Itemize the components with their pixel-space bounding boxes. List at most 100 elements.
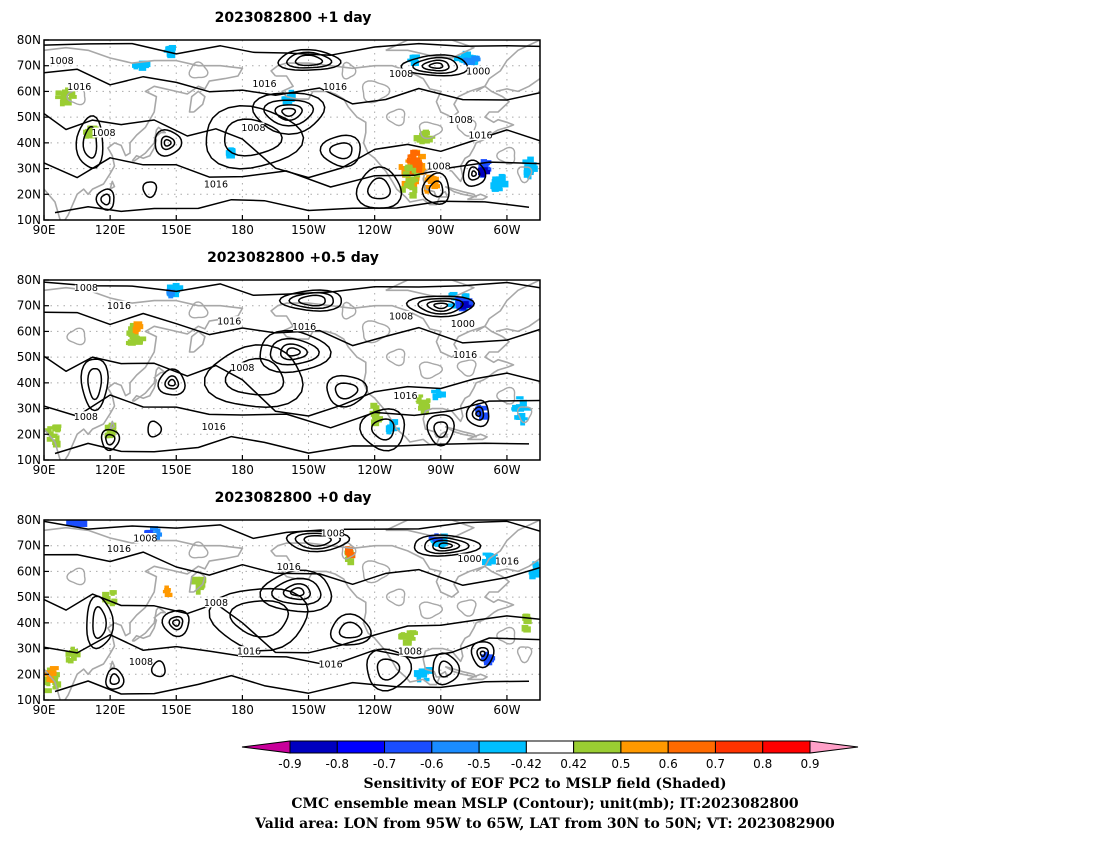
y-tick-label: 40N [17, 136, 41, 150]
lake-outline [516, 166, 533, 184]
contour-label: 1016 [252, 79, 276, 90]
pressure-contours [44, 281, 540, 455]
contour-label-bg [447, 510, 469, 520]
y-tick-label: 80N [17, 513, 41, 527]
shade-cell [529, 165, 538, 172]
isobar [405, 295, 476, 318]
isobar [278, 289, 343, 312]
shade-cell [501, 180, 509, 188]
shade-cell [432, 184, 441, 189]
shade-cell [70, 646, 75, 654]
coastline [467, 673, 488, 681]
shade-cell [491, 179, 499, 183]
colorbar-swatch [573, 740, 622, 754]
shade-cell [533, 573, 540, 578]
shade-cell [409, 630, 417, 634]
x-tick-label: 90W [427, 463, 454, 477]
x-tick-label: 120W [357, 703, 392, 717]
shade-cell [52, 424, 62, 432]
shade-cell [164, 585, 169, 591]
coastline [188, 570, 206, 593]
shade-cell [399, 186, 406, 193]
lake-outline [456, 599, 477, 617]
contour-label: 1008 [204, 598, 228, 609]
shade-cell [460, 304, 466, 309]
shade-cell [418, 394, 424, 398]
contour-label: 1008 [133, 534, 157, 545]
shade-cell [463, 298, 473, 303]
coastline [475, 280, 540, 333]
shade-cell [421, 404, 431, 411]
colorbar-tick-label: -0.42 [511, 757, 542, 771]
colorbar-tick-label: 0.7 [706, 757, 725, 771]
shade-cell [49, 672, 57, 676]
shade-cell [413, 161, 423, 167]
x-tick-label: 60W [493, 463, 520, 477]
x-tick-label: 120W [357, 223, 392, 237]
shade-cell [403, 182, 412, 188]
shade-cell [500, 174, 506, 181]
shade-cell [400, 165, 408, 170]
shade-cell [129, 335, 136, 340]
coastline [188, 90, 206, 113]
isobar [271, 577, 322, 606]
isobar [282, 583, 312, 601]
isobar [366, 177, 392, 200]
shade-cell [407, 184, 415, 190]
panel-title: 2023082800 +0.5 day [207, 250, 379, 266]
caption-line-1: Sensitivity of EOF PC2 to MSLP field (Sh… [363, 776, 727, 792]
coastline [475, 40, 540, 93]
shade-cell [104, 424, 109, 432]
isobar [154, 129, 183, 157]
shade-cell [524, 617, 532, 625]
shade-cell [290, 96, 295, 103]
shade-cell [481, 654, 491, 660]
y-tick-label: 80N [17, 273, 41, 287]
shade-cell [374, 416, 384, 421]
isobar [277, 48, 342, 72]
shade-cell [420, 669, 428, 676]
isobar [44, 551, 540, 587]
shade-cell [411, 157, 420, 162]
contour-label-bg [458, 553, 481, 564]
x-tick-label: 60W [493, 223, 520, 237]
lake-outline [341, 301, 357, 320]
contour-label-bg [202, 421, 225, 432]
shade-cell [44, 676, 48, 682]
shade-cell [422, 129, 430, 135]
isobar [467, 166, 481, 181]
colorbar-tick-label: -0.9 [278, 757, 301, 771]
shade-cell [387, 424, 396, 428]
isobar [168, 615, 184, 631]
colorbar-tick-label: 0.6 [659, 757, 678, 771]
lake-outline [341, 61, 357, 80]
coastline [270, 302, 515, 446]
coastline [495, 557, 540, 573]
isobar [286, 347, 301, 357]
contour-label-bg [204, 179, 227, 189]
shade-cell [155, 533, 161, 541]
shade-cell [398, 164, 403, 170]
shade-cell [284, 99, 293, 104]
coastline [495, 77, 540, 93]
isobar [421, 172, 450, 206]
shade-cell [407, 154, 412, 158]
shade-cell [413, 135, 423, 142]
colorbar-swatch [762, 740, 811, 754]
colorbar-tick-label: -0.8 [326, 757, 349, 771]
x-tick-label: 120E [95, 223, 126, 237]
isobar [109, 673, 120, 686]
shade-cell [491, 184, 501, 191]
shade-cell [386, 429, 392, 435]
contour-label-bg [293, 321, 316, 332]
contour-label-bg [238, 646, 261, 657]
isobar [105, 667, 125, 690]
contour-label: 1008 [74, 283, 98, 294]
shade-cell [47, 426, 53, 430]
contour-label: 1008 [449, 115, 473, 126]
isobar [208, 587, 309, 652]
isobar [432, 539, 461, 552]
isobar [433, 421, 449, 439]
isobar [223, 118, 283, 157]
shade-cell [65, 99, 72, 106]
